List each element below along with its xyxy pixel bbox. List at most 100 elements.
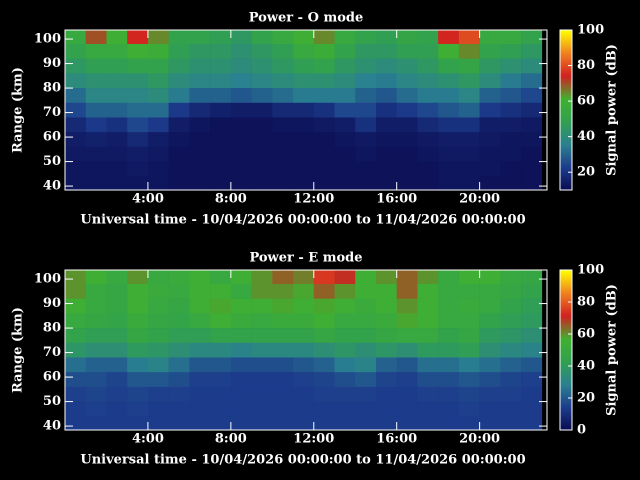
colorbar-swatch [560, 328, 572, 331]
colorbar-swatch [560, 138, 572, 141]
heatmap-cell [168, 416, 190, 431]
heatmap-cell [313, 386, 335, 402]
heatmap-cell [85, 298, 107, 314]
colorbar-tick-label: 80 [577, 295, 595, 310]
heatmap-cell [230, 386, 252, 402]
heatmap-cell [438, 88, 460, 104]
heatmap-cell [334, 102, 356, 118]
y-tick-label: 100 [34, 272, 61, 287]
heatmap-cell [417, 313, 439, 329]
plot-frame [64, 269, 548, 431]
colorbar-swatch [560, 118, 572, 121]
colorbar-swatch [560, 342, 572, 345]
heatmap-cell [313, 416, 335, 431]
heatmap-cell [375, 73, 397, 89]
heatmap-cell [168, 117, 190, 133]
heatmap-cell [147, 146, 169, 162]
colorbar-swatch [560, 140, 572, 143]
heatmap-cell [417, 102, 439, 118]
heatmap-cell [521, 401, 543, 417]
heatmap-cell [85, 176, 107, 191]
colorbar-swatch [560, 36, 572, 39]
heatmap-cell [313, 43, 335, 59]
heatmap-cell [147, 283, 169, 299]
colorbar-swatch [560, 52, 572, 55]
heatmap-cell [500, 401, 522, 417]
heatmap-cell [168, 283, 190, 299]
heatmap-cell [230, 117, 252, 133]
heatmap-cell [168, 73, 190, 89]
colorbar-tick-label: 80 [577, 58, 595, 73]
heatmap-cell [313, 102, 335, 118]
heatmap-cell [85, 132, 107, 148]
heatmap-cell [189, 298, 211, 314]
heatmap-cell [189, 283, 211, 299]
heatmap-cell [106, 298, 128, 314]
heatmap-cell [458, 298, 480, 314]
colorbar-swatch [560, 34, 572, 37]
heatmap-cell [479, 117, 501, 133]
heatmap-cell [272, 401, 294, 417]
heatmap-cell [168, 102, 190, 118]
heatmap-cell [65, 270, 87, 285]
heatmap-cell [438, 401, 460, 417]
colorbar-swatch [560, 58, 572, 61]
heatmap-cell [313, 73, 335, 89]
heatmap-cell [521, 73, 543, 89]
heatmap-cell [189, 342, 211, 358]
heatmap-cell [521, 43, 543, 59]
heatmap-cell [251, 161, 273, 177]
heatmap-cell [272, 132, 294, 148]
heatmap-cell [230, 102, 252, 118]
heatmap-cell [375, 313, 397, 329]
y-tick-label: 90 [43, 296, 61, 311]
heatmap-cell [375, 401, 397, 417]
heatmap-cell [147, 117, 169, 133]
colorbar-swatch [560, 274, 572, 277]
heatmap-cell [458, 176, 480, 191]
heatmap-cell [458, 30, 480, 45]
heatmap-cell [438, 176, 460, 191]
heatmap-cell [210, 357, 232, 373]
heatmap-cell [210, 58, 232, 74]
heatmap-cell [479, 342, 501, 358]
colorbar-swatch [560, 382, 572, 385]
colorbar-swatch [560, 152, 572, 155]
heatmap-cell [313, 58, 335, 74]
heatmap-cell [147, 58, 169, 74]
colorbar-swatch [560, 178, 572, 181]
heatmap-cell [355, 372, 377, 388]
heatmap-cell [251, 88, 273, 104]
heatmap-cell [375, 416, 397, 431]
heatmap-cell [438, 342, 460, 358]
heatmap-cell [479, 58, 501, 74]
heatmap-cell [293, 357, 315, 373]
colorbar-swatch [560, 280, 572, 283]
heatmap-cell [500, 283, 522, 299]
heatmap-cell [106, 270, 128, 285]
colorbar-swatch [560, 124, 572, 127]
heatmap-cell [313, 342, 335, 358]
heatmap-cell [272, 283, 294, 299]
heatmap-cell [85, 161, 107, 177]
heatmap-cell [251, 146, 273, 162]
colorbar-swatch [560, 170, 572, 173]
heatmap-cell [106, 161, 128, 177]
heatmap-cell [334, 176, 356, 191]
heatmap-cell [168, 270, 190, 285]
colorbar-swatch [560, 90, 572, 93]
heatmap-cell [396, 43, 418, 59]
heatmap-cell [272, 117, 294, 133]
plot-frame [64, 29, 548, 191]
colorbar-swatch [560, 174, 572, 177]
heatmap-cell [334, 43, 356, 59]
heatmap-cell [479, 73, 501, 89]
heatmap-cell [230, 30, 252, 45]
heatmap-cell [272, 58, 294, 74]
heatmap-cell [355, 342, 377, 358]
colorbar-label: Signal power (dB) [605, 284, 620, 416]
heatmap-cell [438, 102, 460, 118]
heatmap-cell [272, 88, 294, 104]
heatmap-cell [85, 372, 107, 388]
heatmap-cell [293, 298, 315, 314]
